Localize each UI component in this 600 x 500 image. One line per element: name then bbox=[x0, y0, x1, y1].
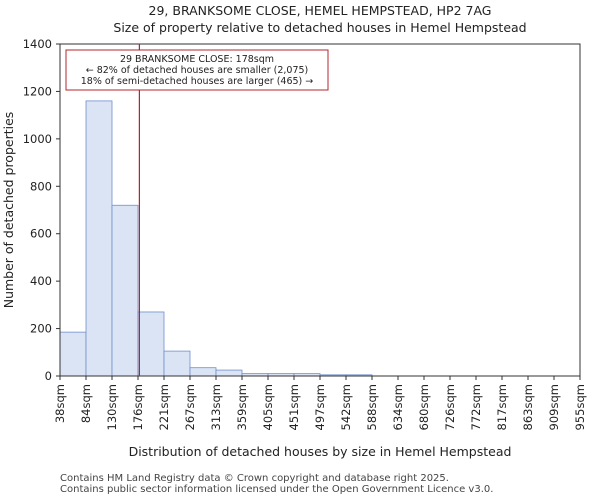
x-tick-label: 726sqm bbox=[443, 384, 457, 430]
y-ticks: 0 200 400 600 800 1000 1200 1400 bbox=[23, 37, 60, 383]
y-tick-label: 800 bbox=[30, 179, 52, 193]
footer-line-1: Contains HM Land Registry data © Crown c… bbox=[60, 473, 449, 484]
bar-267sqm bbox=[189, 367, 217, 377]
bars bbox=[59, 100, 373, 377]
y-tick-label: 1400 bbox=[23, 37, 52, 51]
x-tick-label: 84sqm bbox=[79, 384, 93, 423]
x-tick-label: 542sqm bbox=[339, 384, 353, 430]
x-tick-label: 359sqm bbox=[235, 384, 249, 430]
y-tick-label: 600 bbox=[30, 227, 52, 241]
y-axis-label: Number of detached properties bbox=[1, 112, 16, 309]
x-tick-label: 863sqm bbox=[521, 384, 535, 430]
annotation-line-3: 18% of semi-detached houses are larger (… bbox=[81, 76, 314, 87]
x-tick-label: 38sqm bbox=[53, 384, 67, 423]
annotation-frame bbox=[65, 49, 329, 91]
bar-38sqm bbox=[59, 331, 87, 377]
chart-subtitle: Size of property relative to detached ho… bbox=[113, 20, 526, 35]
bar-84sqm bbox=[85, 100, 113, 377]
annotation-box: 29 BRANKSOME CLOSE: 178sqm ← 82% of deta… bbox=[65, 49, 329, 91]
y-tick-label: 200 bbox=[30, 322, 52, 336]
x-tick-label: 130sqm bbox=[105, 384, 119, 430]
x-tick-label: 909sqm bbox=[547, 384, 561, 430]
x-tick-label: 405sqm bbox=[261, 384, 275, 430]
bar-313sqm bbox=[215, 369, 243, 377]
annotation-line-2: ← 82% of detached houses are smaller (2,… bbox=[86, 65, 309, 76]
bar-221sqm bbox=[163, 350, 191, 377]
footer: Contains HM Land Registry data © Crown c… bbox=[60, 473, 493, 495]
x-tick-label: 176sqm bbox=[131, 384, 145, 430]
chart-title: 29, BRANKSOME CLOSE, HEMEL HEMPSTEAD, HP… bbox=[149, 3, 492, 18]
x-ticks: 38sqm 84sqm 130sqm 176sqm 221sqm 267sqm 313sqm… bbox=[53, 376, 587, 430]
x-tick-label: 313sqm bbox=[209, 384, 223, 430]
x-tick-label: 817sqm bbox=[495, 384, 509, 430]
annotation-line-1: 29 BRANKSOME CLOSE: 178sqm bbox=[120, 54, 274, 65]
x-tick-label: 267sqm bbox=[183, 384, 197, 430]
y-tick-label: 1200 bbox=[23, 84, 52, 98]
bar-130sqm bbox=[111, 204, 139, 377]
x-tick-label: 221sqm bbox=[157, 384, 171, 430]
bar-176sqm bbox=[137, 311, 165, 377]
y-tick-label: 1000 bbox=[23, 132, 52, 146]
y-tick-label: 0 bbox=[45, 369, 52, 383]
plot-frame bbox=[59, 43, 581, 377]
x-tick-label: 588sqm bbox=[365, 384, 379, 430]
x-tick-label: 772sqm bbox=[469, 384, 483, 430]
x-tick-label: 451sqm bbox=[287, 384, 301, 430]
x-tick-label: 955sqm bbox=[573, 384, 587, 430]
x-tick-label: 497sqm bbox=[313, 384, 327, 430]
y-tick-label: 400 bbox=[30, 274, 52, 288]
footer-line-2: Contains public sector information licen… bbox=[60, 484, 494, 495]
x-tick-label: 634sqm bbox=[391, 384, 405, 430]
x-tick-label: 680sqm bbox=[417, 384, 431, 430]
x-axis-label: Distribution of detached houses by size … bbox=[129, 444, 512, 459]
